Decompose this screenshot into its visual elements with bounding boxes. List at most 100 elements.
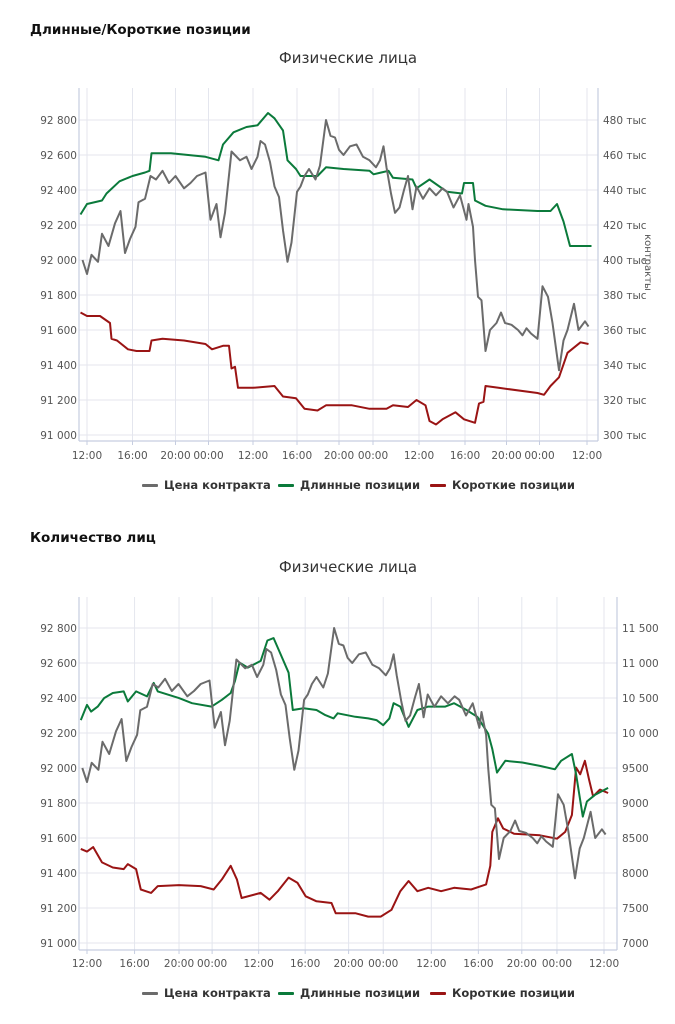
y-left-tick-label: 91 200 xyxy=(40,395,77,407)
y-left-tick-label: 91 800 xyxy=(40,290,77,302)
x-tick-label: 20:00 xyxy=(164,958,194,970)
y-right-tick-label: 320 тыс xyxy=(603,395,647,407)
x-tick-label: 16:00 xyxy=(290,958,320,970)
y-right-tick-label: 300 тыс xyxy=(603,430,647,442)
x-tick-label: 16:00 xyxy=(119,958,149,970)
y-right-tick-label: 11 000 xyxy=(622,658,659,670)
y-right-axis-title: контракты xyxy=(642,234,653,291)
x-tick-label: 20:00 xyxy=(333,958,363,970)
x-tick-label: 20:00 xyxy=(491,450,521,462)
chart-title: Физические лица xyxy=(278,49,418,67)
y-right-tick-label: 8500 xyxy=(622,833,649,845)
x-tick-label: 20:00 xyxy=(160,450,190,462)
legend-item-long[interactable]: Длинные позиции xyxy=(278,986,420,1000)
y-right-tick-label: 11 500 xyxy=(622,623,659,635)
x-tick-label: 12:00 xyxy=(244,958,274,970)
long-short-positions-chart: 92 800 92 600 92 400 92 200 92 000 91 800 91 6… xyxy=(40,88,653,462)
legend-label: Длинные позиции xyxy=(300,478,421,492)
section-heading-count: Количество лиц xyxy=(30,530,156,546)
y-left-tick-label: 91 000 xyxy=(40,938,77,950)
x-tick-label: 00:00 xyxy=(368,958,398,970)
legend-label: Цена контракта xyxy=(164,986,271,1000)
x-tick-label: 00:00 xyxy=(197,958,227,970)
y-left-tick-label: 92 800 xyxy=(40,115,77,127)
y-right-tick-label: 7000 xyxy=(622,938,649,950)
y-right-tick-label: 380 тыс xyxy=(603,290,647,302)
legend-item-long[interactable]: Длинные позиции xyxy=(278,478,420,492)
y-left-tick-label: 91 000 xyxy=(40,430,77,442)
legend-swatch-short xyxy=(430,991,446,995)
legend-label: Длинные позиции xyxy=(300,986,421,1000)
x-tick-label: 16:00 xyxy=(117,450,147,462)
y-right-tick-label: 420 тыс xyxy=(603,220,647,232)
series-line-short xyxy=(80,759,609,918)
y-right-tick-label: 10 000 xyxy=(622,728,659,740)
y-left-tick-label: 91 600 xyxy=(40,833,77,845)
x-tick-label: 12:00 xyxy=(572,450,602,462)
x-tick-label: 12:00 xyxy=(72,450,102,462)
chart-legend: Цена контракта Длинные позиции Короткие … xyxy=(0,478,675,498)
x-tick-label: 12:00 xyxy=(416,958,446,970)
legend-swatch-long xyxy=(278,483,294,487)
y-right-tick-label: 400 тыс xyxy=(603,255,647,267)
chart-title: Физические лица xyxy=(278,558,418,576)
legend-label: Цена контракта xyxy=(164,478,271,492)
x-tick-label: 16:00 xyxy=(463,958,493,970)
section-heading-long-short: Длинные/Короткие позиции xyxy=(30,22,251,38)
legend-swatch-price xyxy=(142,483,158,487)
x-tick-label: 00:00 xyxy=(524,450,554,462)
y-right-tick-label: 460 тыс xyxy=(603,150,647,162)
y-left-tick-label: 92 600 xyxy=(40,150,77,162)
legend-swatch-long xyxy=(278,991,294,995)
y-left-tick-label: 91 400 xyxy=(40,868,77,880)
y-left-tick-label: 91 800 xyxy=(40,798,77,810)
y-right-tick-label: 360 тыс xyxy=(603,325,647,337)
series-line-long xyxy=(79,112,592,247)
y-left-tick-label: 91 200 xyxy=(40,903,77,915)
y-left-tick-label: 91 600 xyxy=(40,325,77,337)
legend-swatch-price xyxy=(142,991,158,995)
y-left-tick-label: 92 600 xyxy=(40,658,77,670)
participants-count-chart: 92 800 92 600 92 400 92 200 92 000 91 800 91 6… xyxy=(40,597,659,970)
y-right-tick-label: 8000 xyxy=(622,868,649,880)
series-line-long xyxy=(79,637,609,818)
legend-label: Короткие позиции xyxy=(452,478,575,492)
y-left-tick-label: 92 400 xyxy=(40,693,77,705)
x-tick-label: 12:00 xyxy=(72,958,102,970)
y-left-tick-label: 92 400 xyxy=(40,185,77,197)
x-tick-label: 16:00 xyxy=(450,450,480,462)
legend-item-short[interactable]: Короткие позиции xyxy=(430,478,575,492)
x-tick-label: 20:00 xyxy=(507,958,537,970)
legend-item-price[interactable]: Цена контракта xyxy=(142,478,271,492)
y-left-tick-label: 92 200 xyxy=(40,220,77,232)
legend-item-price[interactable]: Цена контракта xyxy=(142,986,271,1000)
y-right-tick-label: 7500 xyxy=(622,903,649,915)
y-left-tick-label: 91 400 xyxy=(40,360,77,372)
y-right-tick-label: 10 500 xyxy=(622,693,659,705)
y-right-tick-label: 340 тыс xyxy=(603,360,647,372)
x-tick-label: 00:00 xyxy=(193,450,223,462)
y-left-tick-label: 92 000 xyxy=(40,255,77,267)
y-right-tick-label: 9000 xyxy=(622,798,649,810)
series-line-price xyxy=(81,627,607,880)
y-right-tick-label: 9500 xyxy=(622,763,649,775)
chart-legend: Цена контракта Длинные позиции Короткие … xyxy=(0,986,675,1006)
legend-item-short[interactable]: Короткие позиции xyxy=(430,986,575,1000)
y-right-tick-label: 480 тыс xyxy=(603,115,647,127)
series-line-short xyxy=(80,311,589,426)
legend-label: Короткие позиции xyxy=(452,986,575,1000)
legend-swatch-short xyxy=(430,483,446,487)
y-left-tick-label: 92 000 xyxy=(40,763,77,775)
y-left-tick-label: 92 200 xyxy=(40,728,77,740)
y-right-tick-label: 440 тыс xyxy=(603,185,647,197)
x-tick-label: 12:00 xyxy=(238,450,268,462)
x-tick-label: 00:00 xyxy=(542,958,572,970)
series-line-price xyxy=(81,119,590,372)
y-left-tick-label: 92 800 xyxy=(40,623,77,635)
x-tick-label: 00:00 xyxy=(358,450,388,462)
x-tick-label: 16:00 xyxy=(282,450,312,462)
x-tick-label: 12:00 xyxy=(404,450,434,462)
x-tick-label: 20:00 xyxy=(324,450,354,462)
x-tick-label: 12:00 xyxy=(589,958,619,970)
